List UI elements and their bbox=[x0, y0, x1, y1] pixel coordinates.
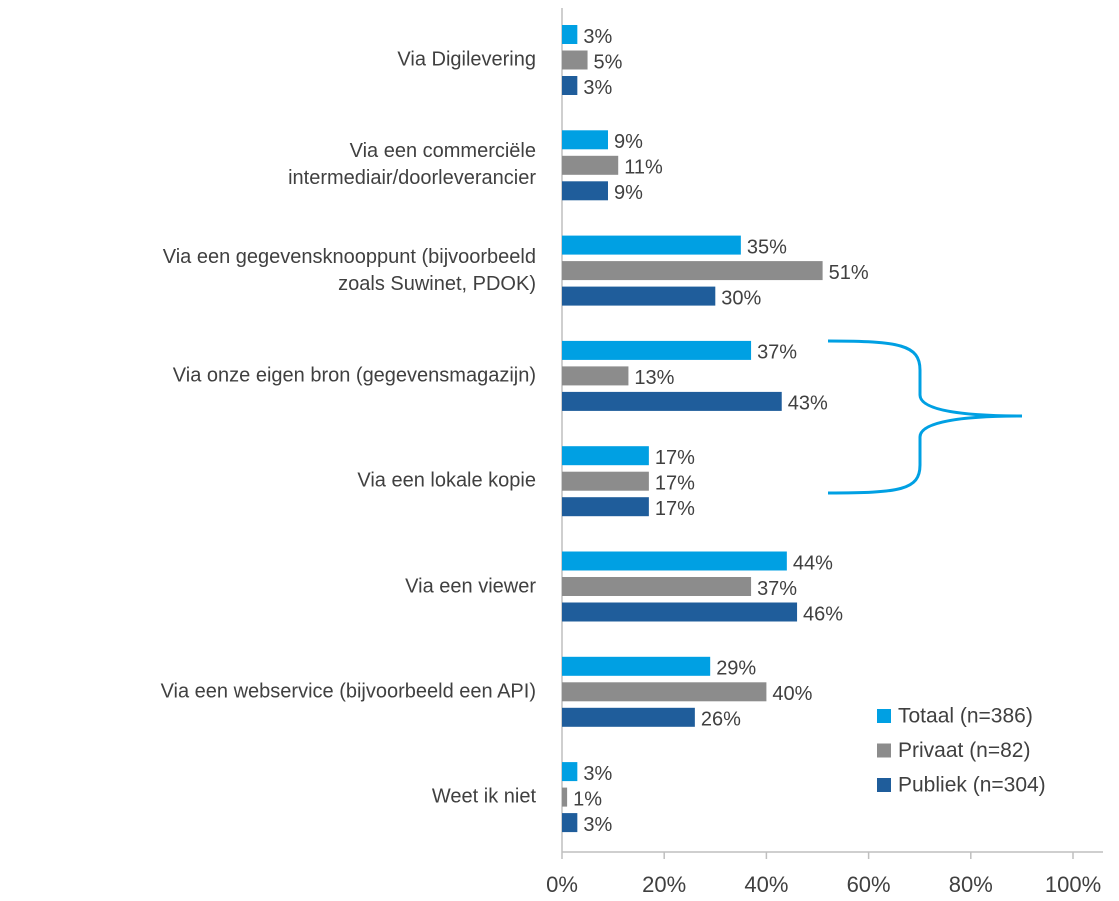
bar bbox=[562, 261, 823, 281]
value-label: 17% bbox=[655, 498, 695, 520]
bar bbox=[562, 707, 695, 727]
bar bbox=[562, 471, 649, 491]
category-label: Via een viewer bbox=[405, 575, 536, 597]
bar bbox=[562, 446, 649, 466]
value-label: 17% bbox=[655, 447, 695, 469]
bar bbox=[562, 340, 752, 360]
bar bbox=[562, 656, 711, 676]
value-label: 1% bbox=[573, 788, 602, 810]
bar bbox=[562, 813, 578, 833]
value-label: 43% bbox=[788, 393, 828, 415]
value-label: 9% bbox=[614, 131, 643, 153]
x-tick-label: 60% bbox=[847, 872, 891, 897]
x-tick-label: 80% bbox=[949, 872, 993, 897]
value-label: 13% bbox=[634, 367, 674, 389]
value-label: 17% bbox=[655, 472, 695, 494]
legend-label: Privaat (n=82) bbox=[898, 739, 1030, 762]
value-label: 37% bbox=[757, 342, 797, 364]
bar bbox=[562, 25, 578, 44]
legend-label: Totaal (n=386) bbox=[898, 705, 1033, 728]
category-label: Weet ik niet bbox=[431, 785, 536, 808]
bar bbox=[562, 497, 649, 517]
bar bbox=[562, 682, 767, 702]
category-label: Via een lokale kopie bbox=[357, 469, 536, 492]
legend-label: Publiek (n=304) bbox=[898, 774, 1046, 797]
category-label: Via een commerciële intermediair/doorlev… bbox=[288, 140, 536, 190]
bar bbox=[562, 286, 716, 306]
category-label: Via een gegevensknooppunt (bijvoorbeeld … bbox=[162, 245, 536, 295]
bar bbox=[562, 130, 608, 150]
bar bbox=[562, 235, 741, 255]
category-label: Via Digilevering bbox=[397, 48, 536, 71]
value-label: 29% bbox=[716, 658, 756, 680]
value-label: 9% bbox=[614, 182, 643, 204]
bar bbox=[562, 762, 578, 782]
value-label: 5% bbox=[594, 51, 623, 73]
bar bbox=[562, 50, 588, 70]
legend-swatch bbox=[877, 778, 891, 792]
value-label: 37% bbox=[757, 578, 797, 600]
brace bbox=[827, 339, 1023, 495]
value-label: 3% bbox=[583, 763, 612, 785]
bar bbox=[562, 577, 752, 596]
bar bbox=[562, 602, 798, 622]
bar bbox=[562, 391, 782, 411]
x-tick-label: 20% bbox=[642, 872, 686, 897]
category-label: Via een webservice (bijvoorbeeld een API… bbox=[160, 680, 536, 703]
value-label: 26% bbox=[701, 709, 741, 731]
value-label: 30% bbox=[721, 287, 761, 309]
value-label: 44% bbox=[793, 552, 833, 574]
value-label: 3% bbox=[583, 26, 612, 48]
value-label: 3% bbox=[583, 814, 612, 836]
legend-swatch bbox=[877, 743, 891, 758]
bar bbox=[562, 76, 578, 95]
bar bbox=[562, 181, 608, 201]
value-label: 46% bbox=[803, 603, 843, 625]
x-tick-label: 100% bbox=[1045, 872, 1101, 897]
value-label: 11% bbox=[624, 157, 663, 179]
x-tick-label: 40% bbox=[744, 872, 788, 897]
legend-swatch bbox=[877, 709, 891, 723]
value-label: 35% bbox=[747, 236, 787, 258]
value-label: 51% bbox=[829, 262, 869, 284]
bar bbox=[562, 366, 629, 386]
value-label: 3% bbox=[583, 77, 612, 99]
bar bbox=[562, 551, 787, 571]
value-label: 40% bbox=[772, 683, 812, 705]
category-label: Via onze eigen bron (gegevensmagazijn) bbox=[172, 364, 536, 387]
x-tick-label: 0% bbox=[546, 872, 578, 897]
bar bbox=[562, 155, 619, 175]
bar bbox=[562, 787, 568, 807]
